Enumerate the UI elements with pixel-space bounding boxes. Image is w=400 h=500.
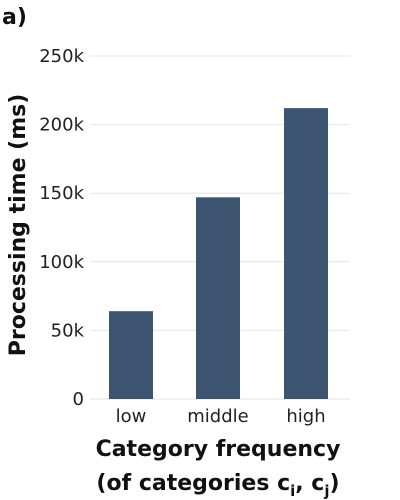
y-tick-label: 150k [39, 183, 84, 204]
x-tick-label: low [116, 406, 147, 427]
y-tick-label: 200k [39, 115, 84, 136]
x-axis-label-line2-suffix: ) [330, 471, 340, 496]
x-axis-label: Category frequency [96, 437, 341, 462]
bar-high [284, 108, 328, 400]
x-axis-label-line2-prefix: (of categories c [96, 471, 290, 496]
bars [109, 108, 328, 400]
y-axis-label: Processing time (ms) [6, 94, 31, 357]
x-axis-ticks: low middle high [116, 406, 326, 427]
y-tick-label: 50k [51, 320, 85, 341]
x-axis-label-subscript-i: i [290, 482, 295, 500]
panel-label: a) [2, 5, 27, 30]
x-axis-label-line2-mid: , c [295, 471, 324, 496]
x-tick-label: high [286, 406, 325, 427]
bar-low [109, 311, 153, 399]
x-axis-label-subscript-j: j [323, 482, 329, 500]
x-axis-label-line2: (of categories ci, cj) [96, 471, 339, 500]
y-tick-label: 250k [39, 46, 84, 67]
y-tick-label: 100k [39, 252, 84, 273]
y-tick-label: 0 [73, 389, 84, 410]
bar-middle [196, 197, 240, 399]
x-tick-label: middle [187, 406, 248, 427]
y-axis-ticks: 0 50k 100k 150k 200k 250k [39, 46, 84, 410]
